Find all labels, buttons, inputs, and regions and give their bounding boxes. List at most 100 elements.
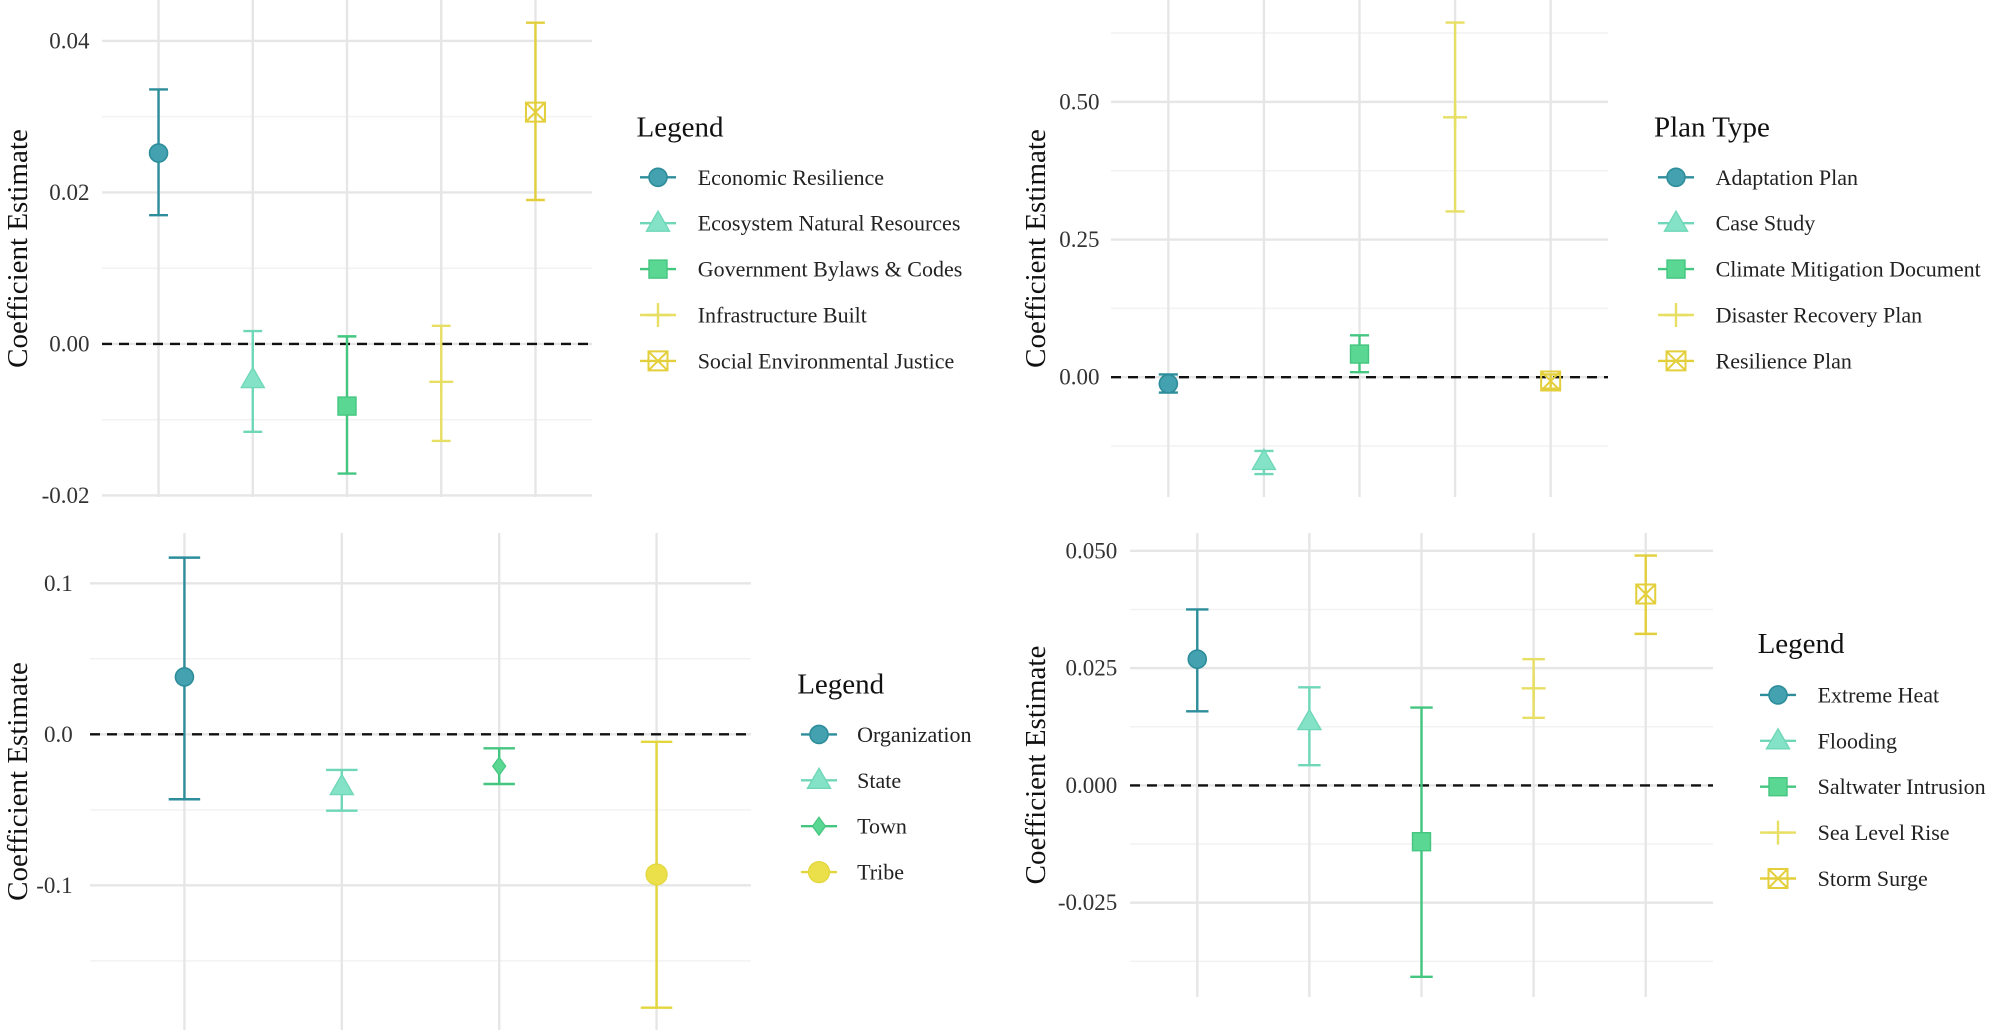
y-tick-label: 0.000 bbox=[1066, 773, 1118, 798]
series-adaptation-plan bbox=[1158, 373, 1179, 394]
legend-title: Legend bbox=[1758, 628, 1845, 660]
series-storm-surge bbox=[1634, 554, 1657, 636]
point-estimate bbox=[429, 369, 454, 394]
point-estimate bbox=[174, 667, 195, 687]
legend-key-symbol bbox=[1664, 303, 1688, 327]
legend-label: Adaptation Plan bbox=[1716, 165, 1858, 190]
legend-key-symbol bbox=[811, 816, 827, 837]
legend-label: Ecosystem Natural Resources bbox=[698, 211, 961, 236]
legend: Legend Organization State Town Tribe bbox=[797, 669, 971, 885]
series-sea-level-rise bbox=[1521, 658, 1546, 720]
legend-item-climate-mitigation-document: Climate Mitigation Document bbox=[1658, 257, 1981, 282]
legend-label: Sea Level Rise bbox=[1818, 820, 1950, 845]
legend-item-sea-level-rise: Sea Level Rise bbox=[1760, 820, 1950, 845]
y-axis-title: Coefficient Estimate bbox=[1020, 646, 1052, 885]
point-estimate bbox=[491, 756, 507, 777]
legend-key-symbol bbox=[1665, 350, 1687, 372]
series-disaster-recovery-plan bbox=[1443, 21, 1468, 213]
legend-item-government-bylaws-and-codes: Government Bylaws & Codes bbox=[640, 257, 962, 282]
series-infrastructure-built bbox=[429, 324, 454, 443]
legend-title: Legend bbox=[797, 669, 884, 701]
y-tick-label: 0.04 bbox=[49, 28, 90, 53]
legend-label: Storm Surge bbox=[1818, 866, 1928, 891]
series-economic-resilience bbox=[148, 88, 169, 217]
point-estimate bbox=[645, 863, 668, 886]
legend-key-symbol bbox=[648, 167, 668, 188]
legend-label: Social Environmental Justice bbox=[698, 348, 955, 373]
legend-item-organization: Organization bbox=[801, 722, 972, 747]
point-estimate bbox=[148, 143, 169, 163]
legend-item-social-environmental-justice: Social Environmental Justice bbox=[640, 348, 954, 373]
legend-key-symbol bbox=[1767, 868, 1789, 889]
legend-key-symbol bbox=[1768, 685, 1788, 705]
legend-key-symbol bbox=[1663, 209, 1689, 232]
point-estimate bbox=[337, 396, 357, 416]
legend-item-storm-surge: Storm Surge bbox=[1760, 866, 1928, 891]
legend-item-economic-resilience: Economic Resilience bbox=[640, 165, 884, 190]
point-estimate bbox=[1349, 344, 1370, 364]
series-ecosystem-natural-resources bbox=[240, 329, 266, 434]
legend-label: Saltwater Intrusion bbox=[1818, 774, 1986, 799]
legend-item-infrastructure-built: Infrastructure Built bbox=[640, 303, 867, 328]
point-estimate bbox=[240, 366, 266, 389]
y-tick-label: 0.00 bbox=[1059, 365, 1099, 390]
legend-label: Flooding bbox=[1818, 728, 1897, 753]
y-tick-label: 0.050 bbox=[1066, 538, 1118, 563]
legend-key-symbol bbox=[1766, 820, 1790, 845]
panel-top-left: 0.04 0.02 0.00 -0.02 Coefficient Estimate Leg… bbox=[2, 0, 962, 508]
legend-key-symbol bbox=[1666, 167, 1686, 188]
series-organization bbox=[168, 556, 201, 801]
legend-key-symbol bbox=[645, 209, 671, 232]
y-tick-label: -0.1 bbox=[36, 873, 72, 898]
legend-item-adaptation-plan: Adaptation Plan bbox=[1658, 165, 1858, 190]
legend-label: Infrastructure Built bbox=[698, 303, 867, 328]
legend-item-disaster-recovery-plan: Disaster Recovery Plan bbox=[1658, 303, 1922, 328]
series-climate-mitigation-document bbox=[1349, 334, 1370, 374]
series-government-bylaws-and-codes bbox=[337, 335, 357, 475]
point-estimate bbox=[1158, 373, 1179, 394]
legend-label: Town bbox=[857, 814, 907, 839]
legend-title: Legend bbox=[637, 112, 724, 144]
legend-key-symbol bbox=[648, 259, 668, 279]
series-saltwater-intrusion bbox=[1410, 706, 1433, 979]
legend-item-state: State bbox=[801, 766, 901, 793]
legend-key-symbol bbox=[1768, 777, 1788, 797]
legend-label: Economic Resilience bbox=[698, 165, 884, 190]
legend-key-symbol bbox=[809, 724, 829, 745]
legend-label: Extreme Heat bbox=[1818, 682, 1940, 707]
legend-key-symbol bbox=[646, 303, 670, 327]
y-axis-title: Coefficient Estimate bbox=[2, 662, 34, 901]
legend-label: Climate Mitigation Document bbox=[1716, 257, 1981, 282]
panel-top-right: 0.50 0.25 0.00 Coefficient Estimate Plan Typ… bbox=[1020, 0, 1981, 497]
point-estimate bbox=[1443, 105, 1468, 130]
legend-label: Tribe bbox=[857, 860, 904, 885]
y-tick-label: 0.50 bbox=[1059, 89, 1099, 114]
legend-key-symbol bbox=[1765, 727, 1791, 750]
series-flooding bbox=[1296, 686, 1323, 767]
legend-label: State bbox=[857, 768, 901, 793]
legend-item-town: Town bbox=[801, 814, 907, 839]
legend-item-ecosystem-natural-resources: Ecosystem Natural Resources bbox=[640, 209, 961, 236]
series-tribe bbox=[640, 740, 673, 1009]
y-tick-label: 0.025 bbox=[1066, 656, 1118, 681]
legend-label: Organization bbox=[857, 722, 971, 747]
legend-item-case-study: Case Study bbox=[1658, 209, 1816, 236]
legend: Legend Extreme Heat Flooding Saltwater Intr… bbox=[1758, 628, 1986, 891]
legend-label: Case Study bbox=[1716, 211, 1816, 236]
series-social-environmental-justice bbox=[524, 21, 546, 202]
legend-label: Disaster Recovery Plan bbox=[1716, 303, 1923, 328]
point-estimate bbox=[1251, 448, 1277, 471]
legend-key-symbol bbox=[807, 860, 831, 884]
legend-item-tribe: Tribe bbox=[801, 860, 904, 885]
point-estimate bbox=[1521, 676, 1546, 701]
y-axis-title: Coefficient Estimate bbox=[2, 129, 34, 368]
y-tick-label: -0.025 bbox=[1058, 890, 1117, 915]
point-estimate bbox=[1411, 832, 1432, 852]
series-state bbox=[326, 768, 358, 812]
point-estimate bbox=[1635, 583, 1657, 605]
legend-key-symbol bbox=[647, 350, 669, 372]
